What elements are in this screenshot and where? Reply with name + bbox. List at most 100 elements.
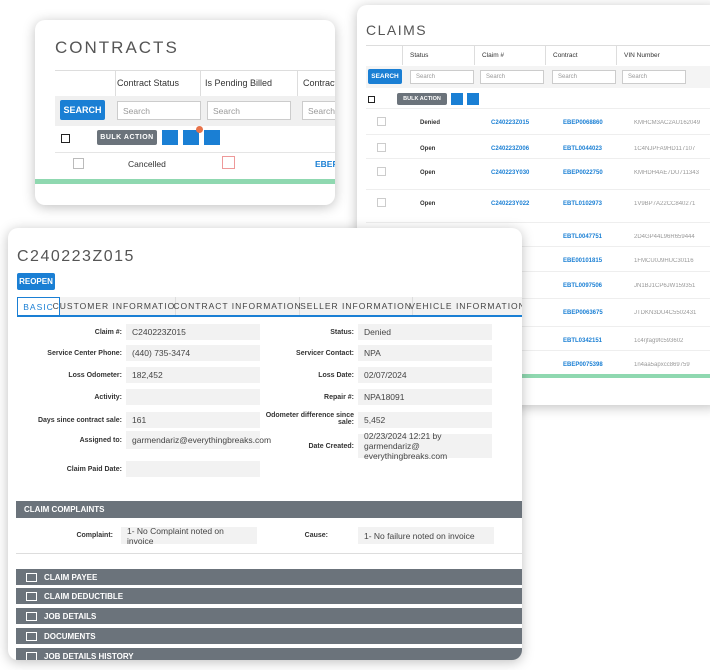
claim-link[interactable]: C240223Y030 (491, 170, 530, 176)
field-label: Date Created: (308, 443, 354, 450)
section-header[interactable]: CLAIM PAYEE (16, 569, 522, 585)
vin: 1V9BP7A22CC840271 (634, 201, 696, 207)
section-title: CLAIM PAYEE (44, 572, 98, 582)
vin: KMHDH4AE7DU711343 (634, 170, 699, 176)
contract-link[interactable]: EBEP (315, 159, 335, 169)
claim-link[interactable]: C240223Z015 (491, 120, 530, 126)
column-header: Status (410, 52, 429, 59)
field-value: garmendariz@everythingbreaks.com (126, 431, 271, 449)
select-all (368, 96, 375, 103)
header-divider (115, 70, 116, 96)
search-input[interactable]: Search (552, 70, 616, 84)
vin: JN1BJ1CP6JW159351 (634, 283, 696, 289)
row-divider (366, 271, 710, 272)
tab[interactable]: CUSTOMER INFORMATION (53, 297, 181, 315)
search-input[interactable]: Search (622, 70, 686, 84)
contract-link[interactable]: EBEP0063675 (563, 310, 603, 316)
title: CLAIMS (366, 22, 428, 38)
field-value: 02/23/2024 12:21 by garmendariz@ everyth… (358, 431, 492, 461)
field-label: Activity: (94, 394, 122, 401)
section-header[interactable]: CLAIM DEDUCTIBLE (16, 588, 522, 604)
contract-link[interactable]: EBTL0342151 (563, 338, 603, 344)
bulk-action[interactable]: BULK ACTION (97, 130, 157, 145)
contract-link[interactable]: EBTL0044023 (563, 146, 603, 152)
search-button[interactable]: SEARCH (368, 69, 402, 84)
section-header[interactable]: JOB DETAILS (16, 608, 522, 624)
search-input[interactable]: Search (410, 70, 474, 84)
list-button[interactable] (467, 93, 479, 105)
status: Cancelled (128, 159, 166, 169)
vin: 1C4NJPFA9HD117107 (634, 146, 696, 152)
field-value (126, 389, 260, 405)
contract-link[interactable]: EBE00101815 (563, 258, 603, 264)
filter-button[interactable] (451, 93, 463, 105)
column-header: Contract (553, 52, 578, 59)
vin: JTDKN3DU4C5502431 (634, 310, 697, 316)
column-header: Contract (303, 78, 335, 88)
section-title: JOB DETAILS HISTORY (44, 651, 134, 661)
header-divider (297, 70, 298, 96)
header-divider (616, 45, 617, 65)
claim-link[interactable]: C240223Y022 (491, 201, 530, 207)
field-value: 5,452 (358, 412, 492, 428)
row-divider (366, 158, 710, 159)
tab[interactable]: CONTRACT INFORMATION (173, 297, 301, 315)
row-checkbox (377, 167, 386, 176)
field-label: Status: (330, 329, 354, 336)
row-checkbox (377, 117, 386, 126)
bulk-action[interactable]: BULK ACTION (397, 93, 447, 105)
vin: 1FMCU0J9HUC30116 (634, 258, 694, 264)
claim-detail-card: C240223Z015 REOPEN BASIC CUSTOMER INFORMATI… (8, 228, 522, 660)
select-all (61, 134, 70, 143)
field-label: Loss Odometer: (68, 372, 122, 379)
field-label: Repair #: (324, 394, 354, 401)
contract-link[interactable]: EBTL0047751 (563, 234, 603, 240)
search-input[interactable]: Search (302, 101, 335, 120)
section-icon (26, 591, 37, 601)
vin: 1n4aa5apxcc869759 (634, 362, 690, 368)
status: Denied (420, 120, 441, 126)
field-value: 182,452 (126, 367, 260, 383)
list-button[interactable] (204, 130, 220, 145)
section-header[interactable]: CLAIM COMPLAINTS (16, 501, 522, 518)
section-title: CLAIM DEDUCTIBLE (44, 591, 124, 601)
tab[interactable]: SELLER INFORMATION (300, 297, 413, 315)
columns-button[interactable] (183, 130, 199, 145)
column-header: Is Pending Billed (205, 78, 273, 88)
header-divider (402, 45, 403, 65)
section-header[interactable]: DOCUMENTS (16, 628, 522, 644)
vin: KMHCM3AC2AU162049 (634, 120, 701, 126)
row-divider (366, 222, 710, 223)
status: Open (420, 201, 436, 207)
tab[interactable]: VEHICLE INFORMATION (409, 297, 522, 315)
title: C240223Z015 (17, 248, 135, 265)
header-divider (200, 70, 201, 96)
reopen-button[interactable]: REOPEN (17, 273, 55, 290)
field-label: Claim #: (94, 329, 122, 336)
contract-link[interactable]: EBEP0022750 (563, 170, 603, 176)
contract-link[interactable]: EBTL0102973 (563, 201, 603, 207)
field-value: 1- No Complaint noted on invoice (121, 526, 257, 546)
search-input[interactable]: Search (480, 70, 544, 84)
field-value: 02/07/2024 (358, 367, 492, 383)
section-icon (26, 611, 37, 621)
row-divider (366, 108, 710, 109)
vin: 1c4rjfag9fc593602 (634, 338, 684, 344)
contract-link[interactable]: EBEP0068860 (563, 120, 603, 126)
filter-button[interactable] (162, 130, 178, 145)
contract-link[interactable]: EBEP0075398 (563, 362, 603, 368)
tab[interactable]: BASIC (17, 297, 60, 315)
field-value: 1- No failure noted on invoice (358, 527, 494, 544)
contract-link[interactable]: EBTL0097506 (563, 283, 603, 289)
header-divider (474, 45, 475, 65)
section-header[interactable]: JOB DETAILS HISTORY (16, 648, 522, 660)
contracts-card: CONTRACTS Contract Status Is Pending Bille… (35, 20, 335, 205)
section-title: JOB DETAILS (44, 611, 97, 621)
field-value: NPA (358, 345, 492, 361)
search-input[interactable]: Search (207, 101, 291, 120)
search-input[interactable]: Search (117, 101, 201, 120)
column-header: VIN Number (624, 52, 660, 59)
search-button[interactable]: SEARCH (60, 100, 105, 120)
claim-link[interactable]: C240223Z006 (491, 146, 530, 152)
